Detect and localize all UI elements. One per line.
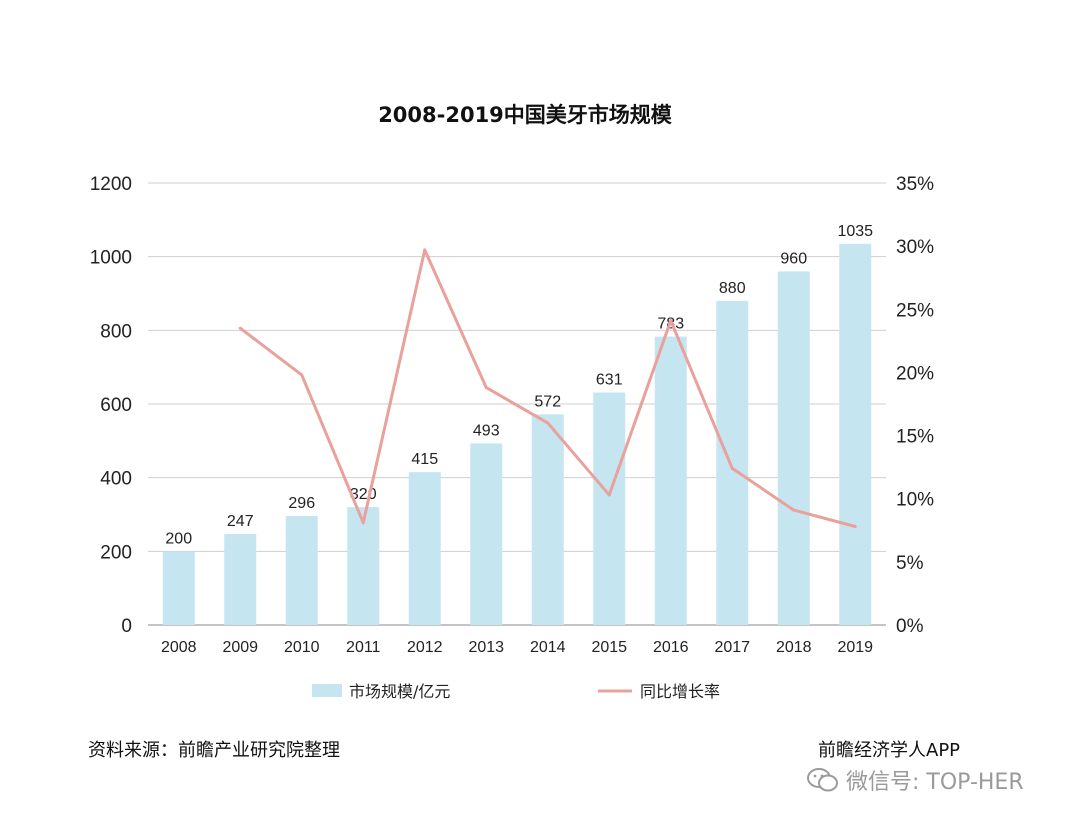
bar	[285, 515, 318, 625]
x-tick-label: 2012	[407, 639, 443, 656]
bar-data-label: 572	[534, 393, 561, 410]
bar	[162, 551, 195, 625]
growth-point	[361, 521, 365, 525]
right-tick-label: 30%	[896, 237, 934, 258]
growth-point	[853, 524, 857, 528]
bar	[654, 336, 687, 625]
bar-data-label: 493	[473, 422, 500, 439]
bar-data-label: 296	[288, 495, 315, 512]
wechat-icon	[807, 768, 838, 792]
growth-point	[792, 508, 796, 512]
bar	[839, 243, 872, 625]
right-tick-label: 35%	[896, 174, 934, 195]
x-tick-label: 2016	[653, 639, 689, 656]
left-tick-label: 400	[100, 469, 132, 490]
bar-series	[162, 243, 872, 625]
x-tick-label: 2011	[346, 639, 381, 656]
growth-point	[730, 466, 734, 470]
bar-data-label: 960	[780, 250, 807, 267]
left-tick-label: 600	[100, 395, 132, 416]
growth-point	[300, 373, 304, 377]
bar	[777, 271, 810, 625]
source-note: 资料来源：前瞻产业研究院整理	[88, 740, 340, 761]
x-tick-label: 2014	[530, 639, 566, 656]
x-tick-label: 2019	[837, 639, 873, 656]
x-tick-label: 2010	[284, 639, 320, 656]
bar-data-label: 247	[227, 513, 254, 530]
legend-bar-swatch	[312, 684, 342, 697]
right-tick-label: 5%	[896, 553, 924, 574]
watermark: 微信号: TOP-HER	[806, 764, 1024, 796]
growth-point	[238, 326, 242, 330]
watermark-text: 微信号: TOP-HER	[846, 770, 1024, 795]
legend-line-label: 同比增长率	[640, 682, 720, 701]
gridlines	[148, 182, 886, 626]
bar	[531, 414, 564, 625]
bar	[408, 472, 441, 625]
bar-data-label: 1035	[837, 223, 873, 240]
right-axis-ticks: 0% 5% 10% 15% 20% 25% 30% 35%	[896, 174, 934, 637]
x-tick-label: 2017	[714, 639, 750, 656]
right-tick-label: 15%	[896, 427, 934, 448]
growth-point	[423, 248, 427, 252]
growth-point	[607, 493, 611, 497]
right-tick-label: 0%	[896, 616, 924, 637]
bar	[224, 534, 257, 625]
left-tick-label: 1000	[90, 248, 132, 269]
left-tick-label: 0	[121, 616, 132, 637]
x-tick-label: 2013	[468, 639, 504, 656]
x-axis-ticks: 2008 2009 2010 2011 2012 2013 2014 2015 2016 2017…	[161, 639, 873, 656]
x-tick-label: 2008	[161, 639, 197, 656]
bar	[470, 443, 503, 625]
left-tick-label: 200	[100, 542, 132, 563]
growth-line-series	[238, 248, 857, 528]
x-tick-label: 2015	[591, 639, 627, 656]
legend: 市场规模/亿元 同比增长率	[312, 682, 720, 701]
chart-title: 2008-2019中国美牙市场规模	[378, 103, 673, 127]
left-tick-label: 800	[100, 321, 132, 342]
x-tick-label: 2009	[222, 639, 258, 656]
right-tick-label: 25%	[896, 300, 934, 321]
publisher-note: 前瞻经济学人APP	[818, 740, 961, 761]
left-axis-ticks: 0 200 400 600 800 1000 1200	[90, 174, 132, 637]
bar	[716, 300, 749, 625]
right-tick-label: 10%	[896, 490, 934, 511]
growth-point	[546, 421, 550, 425]
growth-point	[484, 386, 488, 390]
bar	[593, 392, 626, 625]
legend-bar-label: 市场规模/亿元	[349, 682, 450, 701]
bar	[347, 507, 380, 625]
x-tick-label: 2018	[776, 639, 812, 656]
left-tick-label: 1200	[90, 174, 132, 195]
right-tick-label: 20%	[896, 363, 934, 384]
bar-data-label: 415	[411, 451, 438, 468]
bar-data-label: 880	[719, 280, 746, 297]
bar-data-label: 200	[165, 530, 192, 547]
bar-data-label: 631	[596, 372, 623, 389]
growth-point	[669, 319, 673, 323]
